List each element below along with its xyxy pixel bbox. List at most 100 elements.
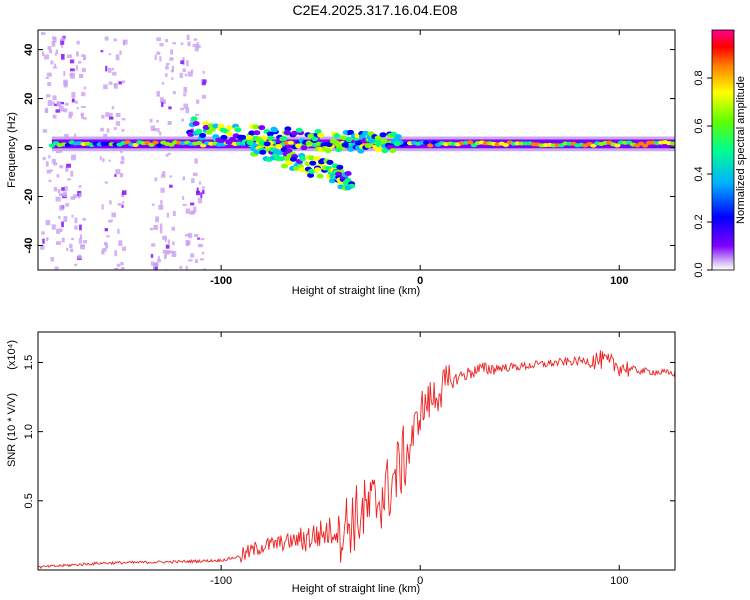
branch-upper-cell <box>367 138 375 143</box>
noise-speck <box>64 186 68 191</box>
noise-speck <box>103 84 108 90</box>
noise-speck <box>60 193 65 197</box>
line-cell <box>641 143 649 148</box>
noise-speck <box>196 187 199 194</box>
branch-upper-cell <box>314 129 322 134</box>
noise-speck <box>166 63 170 65</box>
noise-speck <box>42 238 45 244</box>
noise-speck <box>104 228 108 232</box>
noise-speck <box>61 237 65 243</box>
noise-speck <box>82 240 87 244</box>
noise-speck <box>53 187 58 192</box>
branch-lower-cell <box>298 167 306 173</box>
noise-speck <box>71 98 75 103</box>
noise-speck <box>152 262 158 267</box>
colorbar-tick-label: 0.4 <box>693 166 705 181</box>
noise-speck <box>59 228 63 232</box>
noise-speck <box>78 185 82 188</box>
noise-speck <box>199 258 205 261</box>
line-cell <box>48 143 56 148</box>
noise-speck <box>181 118 184 122</box>
branch-lower-cell <box>259 149 267 155</box>
noise-speck <box>70 248 74 253</box>
spectrogram-axes: -100 0 100 -40 -20 0 20 40 <box>23 30 675 287</box>
noise-speck <box>153 224 158 230</box>
noise-speck <box>179 265 183 269</box>
noise-speck <box>108 53 112 56</box>
noise-speck <box>196 44 201 49</box>
noise-speck <box>108 219 112 223</box>
noise-speck <box>150 125 156 131</box>
noise-speck <box>171 251 177 257</box>
noise-speck <box>156 51 161 55</box>
branch-lower-cell <box>278 156 286 162</box>
noise-speck <box>41 231 45 235</box>
noise-speck <box>191 178 195 183</box>
noise-speck <box>47 82 52 87</box>
noise-speck <box>150 254 154 258</box>
line-cell <box>200 143 207 148</box>
branch-lower-cell <box>281 163 289 169</box>
noise-speck <box>121 129 125 132</box>
noise-speck <box>42 157 46 161</box>
noise-speck <box>61 187 65 191</box>
noise-speck <box>100 50 104 53</box>
branch-upper-cell <box>226 125 234 131</box>
noise-speck <box>201 82 206 86</box>
noise-speck <box>60 101 64 105</box>
noise-speck <box>57 188 61 194</box>
noise-speck <box>46 169 52 174</box>
noise-speck <box>158 204 164 210</box>
noise-speck <box>122 40 125 46</box>
noise-speck <box>161 82 165 85</box>
branch-upper-cell <box>248 130 256 136</box>
line-cell <box>423 140 430 145</box>
noise-speck <box>83 55 87 60</box>
noise-speck <box>167 239 170 244</box>
noise-speck <box>66 163 71 168</box>
noise-speck <box>111 68 115 71</box>
noise-speck <box>55 49 59 54</box>
line-cell <box>196 141 203 145</box>
noise-speck <box>169 57 174 61</box>
noise-speck <box>202 189 205 194</box>
noise-speck <box>165 39 169 43</box>
noise-speck <box>172 241 175 246</box>
branch-upper-cell <box>394 134 402 140</box>
branch-upper-cell <box>317 132 325 138</box>
colorbar-tick-label: 0.2 <box>693 214 705 229</box>
noise-speck <box>60 44 63 48</box>
noise-speck <box>105 112 110 117</box>
noise-speck <box>107 67 112 73</box>
noise-speck <box>54 266 59 270</box>
noise-speck <box>42 129 48 133</box>
noise-speck <box>162 249 166 254</box>
branch-upper-cell <box>215 137 223 143</box>
noise-speck <box>101 204 104 210</box>
noise-speck <box>165 73 168 77</box>
noise-speck <box>63 70 66 76</box>
noise-speck <box>115 121 120 126</box>
branch-upper-cell <box>219 127 227 133</box>
noise-speck <box>155 216 159 223</box>
noise-speck <box>52 114 57 119</box>
noise-speck <box>161 102 164 107</box>
line-cell <box>502 142 509 147</box>
branch-lower-cell <box>344 171 352 176</box>
noise-speck <box>171 65 175 72</box>
noise-speck <box>121 156 125 161</box>
branch-upper-cell <box>234 127 242 133</box>
noise-speck <box>50 256 54 262</box>
noise-speck <box>118 240 123 246</box>
noise-speck <box>70 72 75 79</box>
line-cell <box>124 140 131 145</box>
colorbar-tick-label: 0.0 <box>693 262 705 277</box>
noise-speck <box>182 176 186 181</box>
branch-upper-cell <box>225 131 233 137</box>
noise-speck <box>154 177 158 182</box>
noise-speck <box>81 54 85 57</box>
noise-speck <box>201 251 205 255</box>
branch-upper-cell <box>266 131 274 137</box>
noise-speck <box>56 101 62 107</box>
noise-speck <box>101 115 105 119</box>
